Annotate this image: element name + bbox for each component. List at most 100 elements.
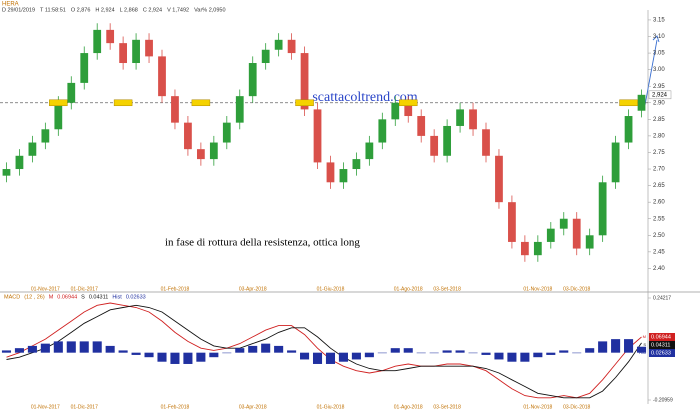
histogram-bar — [611, 339, 621, 353]
candle-body — [132, 39, 140, 64]
candle-body — [469, 109, 477, 130]
candle-body — [559, 218, 568, 229]
resistance-touch — [113, 99, 133, 107]
histogram-bar — [261, 343, 271, 353]
y-tick-label: 3.05 — [653, 51, 665, 57]
y-tick-label: 3.15 — [653, 18, 665, 24]
histogram-bar — [416, 352, 426, 354]
histogram-bar — [559, 350, 569, 353]
candle-body — [119, 43, 128, 64]
x-tick-label: 01-Giu-2018 — [317, 404, 345, 410]
last-value-box — [649, 349, 675, 357]
y-tick-label: -0.20959 — [653, 397, 673, 403]
histogram-bar — [79, 341, 89, 353]
series-name: M — [643, 334, 646, 339]
histogram-bar — [1, 350, 12, 353]
histogram-bar — [546, 352, 556, 355]
last-value-label: 0.04311 — [651, 342, 670, 348]
histogram-bar — [27, 345, 37, 353]
histogram-bar — [196, 352, 206, 362]
info-item: T 11:58:51 — [40, 7, 66, 13]
x-tick-label: 01-Dic-2017 — [71, 286, 98, 292]
candle-body — [171, 96, 179, 123]
x-tick-label: 03-Set-2018 — [433, 404, 461, 410]
histogram-bar — [118, 350, 128, 353]
histogram-bar — [92, 341, 102, 353]
candle-body — [274, 39, 283, 50]
candle-body — [482, 129, 490, 156]
info-item: V 1,7492 — [167, 7, 189, 13]
y-tick-label: 2.80 — [653, 133, 665, 139]
histogram-bar — [157, 352, 167, 362]
candle-body — [80, 53, 89, 83]
histogram-bar — [377, 352, 387, 354]
x-tick-label: 03-Set-2018 — [433, 286, 461, 292]
y-tick-label: 2.45 — [653, 249, 665, 255]
candle-body — [520, 241, 529, 256]
legend-item: Hist — [112, 294, 122, 300]
candle-body — [456, 109, 464, 126]
info-item: H 2,924 — [95, 7, 114, 13]
histogram-bar — [40, 343, 50, 353]
candle-body — [248, 63, 257, 97]
candle-body — [106, 29, 115, 44]
histogram-bar — [66, 341, 76, 353]
legend-item: 0.04311 — [89, 294, 108, 300]
y-tick-label: 2.85 — [653, 117, 665, 123]
candle-body — [378, 119, 387, 143]
histogram-bar — [312, 352, 323, 364]
candle-body — [158, 56, 166, 97]
candle-body — [326, 162, 335, 183]
histogram-bar — [585, 348, 595, 353]
candle-body — [196, 149, 205, 160]
y-tick-label: 2.75 — [653, 150, 665, 156]
candle-body — [352, 159, 361, 170]
histogram-bar — [170, 352, 180, 364]
info-item: L 2,868 — [120, 7, 138, 13]
histogram-bar — [338, 352, 348, 362]
histogram-bar — [364, 352, 374, 358]
candle-body — [598, 182, 607, 236]
histogram-bar — [520, 352, 530, 362]
histogram-bar — [325, 352, 336, 364]
x-tick-label: 01-Ago-2018 — [394, 404, 423, 410]
y-tick-label: 2.65 — [653, 183, 665, 189]
legend-item: M — [49, 294, 54, 300]
x-tick-label: 01-Giu-2018 — [317, 286, 345, 292]
candle-body — [313, 109, 322, 163]
x-tick-label: 03-Dic-2018 — [563, 286, 590, 292]
candle-body — [184, 122, 192, 150]
last-price-label: 2,924 — [652, 92, 668, 98]
y-tick-label: 2.95 — [653, 84, 665, 90]
histogram-bar — [274, 345, 284, 353]
histogram-bar — [481, 352, 491, 355]
histogram-bar — [351, 352, 361, 360]
candle-body — [15, 155, 24, 170]
histogram-bar — [468, 352, 478, 354]
candle-body — [145, 39, 153, 57]
histogram-bar — [429, 352, 439, 354]
resistance-touch — [398, 99, 418, 107]
y-tick-label: 2.55 — [653, 216, 665, 222]
candle-body — [261, 49, 270, 64]
y-tick-label: 2.90 — [653, 100, 665, 106]
histogram-bar — [235, 348, 245, 353]
histogram-bar — [144, 352, 154, 358]
macd-line — [6, 304, 642, 399]
candle-body — [391, 102, 400, 120]
last-value-box — [649, 341, 675, 349]
last-value-label: 0.06944 — [651, 334, 671, 340]
candle-body — [67, 82, 76, 103]
candle-body — [28, 142, 37, 156]
x-tick-label: 01-Nov-2018 — [523, 286, 552, 292]
candle-body — [508, 202, 516, 242]
candle-body — [2, 169, 11, 176]
histogram-bar — [131, 352, 141, 355]
candle-body — [300, 53, 309, 110]
info-item: O 2,876 — [71, 7, 91, 13]
candle-body — [222, 122, 231, 143]
histogram-bar — [442, 350, 452, 353]
x-tick-label: 01-Nov-2018 — [523, 404, 552, 410]
histogram-bar — [14, 348, 24, 353]
